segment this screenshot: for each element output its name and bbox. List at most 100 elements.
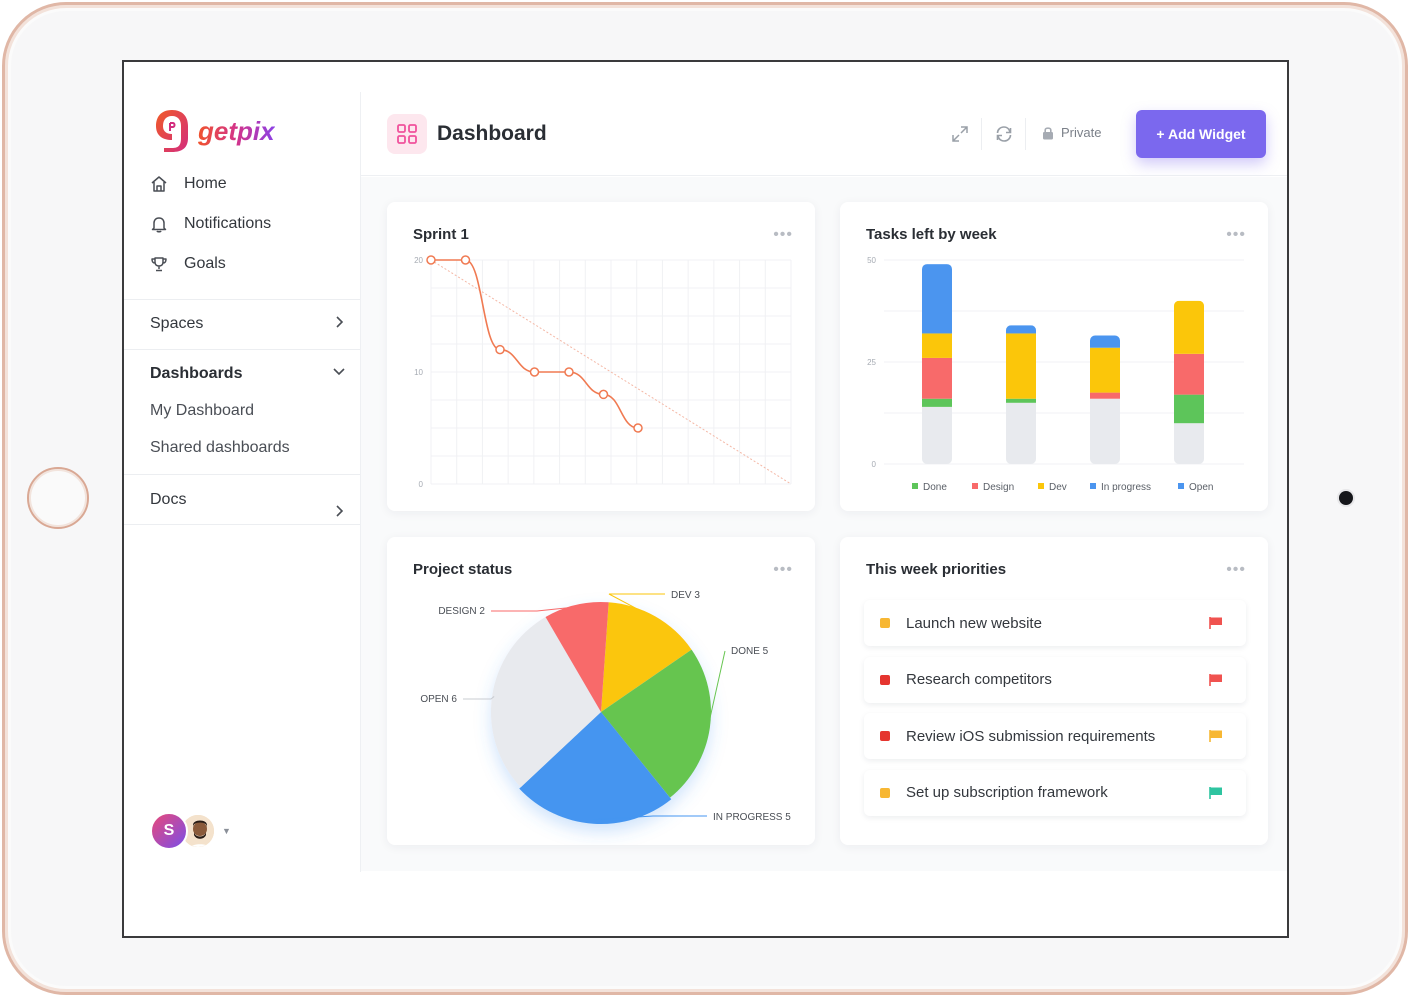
widget-sprint[interactable]: Sprint 1 ••• 20 10 0 [387,202,815,511]
legend-label: In progress [1101,482,1151,493]
pie-slice [491,617,601,788]
legend-swatch [912,483,918,489]
y-tick-label: 0 [872,460,877,469]
legend-label: Design [983,482,1014,493]
expand-icon[interactable] [949,123,971,145]
widget-project-status[interactable]: Project status ••• DEV 3 DONE 5 IN PROGRES… [387,537,815,845]
app-screen: getpix Home Notifications Goals Spaces [122,60,1289,938]
legend-swatch [1178,483,1184,489]
user-menu[interactable]: S ▼ [150,812,231,850]
pie-slice [601,649,711,798]
brand-logo[interactable]: getpix [154,106,275,156]
bar-segment-in-progress [922,264,952,334]
pie-leader-line [608,593,665,619]
priority-label: Set up subscription framework [906,784,1108,801]
more-options-icon[interactable]: ••• [1226,561,1246,578]
flag-icon[interactable] [1208,673,1224,687]
stacked-bar [1090,335,1120,464]
data-point [529,367,540,377]
priority-status-dot [880,731,890,741]
more-options-icon[interactable]: ••• [1226,226,1246,243]
header-separator [981,118,982,150]
nav-notifications[interactable]: Notifications [148,212,271,236]
home-button[interactable] [27,467,89,529]
logo-icon [154,108,190,154]
bar-segment-in-progress [1006,325,1036,334]
sidebar-divider [360,92,361,872]
pie-leader-line [463,696,495,700]
widget-tasks-by-week[interactable]: Tasks left by week ••• 50 25 0 Done Design De… [840,202,1268,511]
bar-segment-done [1174,394,1204,424]
lock-icon [1041,126,1055,140]
camera-lens [1339,491,1353,505]
sidebar-divider-2 [124,349,360,350]
trophy-icon [148,253,170,275]
widget-priorities[interactable]: This week priorities ••• Launch new webs… [840,537,1268,845]
pie-slice-label: DESIGN 2 [438,606,485,617]
flag-icon[interactable] [1208,616,1224,630]
legend-label: Open [1189,482,1213,493]
stacked-bar [922,264,952,464]
workspace-avatar: S [150,812,188,850]
y-tick-label: 50 [867,256,876,265]
sidebar-item-shared-dashboards[interactable]: Shared dashboards [150,439,290,456]
bar-segment-dev [1006,333,1036,399]
sidebar-section-spaces[interactable]: Spaces [150,312,346,336]
data-point [495,344,505,355]
priority-item[interactable]: Launch new website [864,600,1246,646]
more-options-icon[interactable]: ••• [773,561,793,578]
priority-item[interactable]: Review iOS submission requirements [864,713,1246,759]
ideal-burndown-line [430,259,792,485]
pie-slice-label: DEV 3 [671,590,700,601]
pie-slice [601,602,692,712]
nav-goals-label: Goals [184,255,226,272]
priority-item[interactable]: Research competitors [864,656,1246,703]
legend-swatch [972,483,978,489]
nav-goals[interactable]: Goals [148,252,226,276]
docs-label: Docs [150,491,187,508]
nav-home-label: Home [184,175,227,192]
flag-icon[interactable] [1208,786,1224,800]
data-point [564,367,574,377]
pie-slice-label: IN PROGRESS 5 [713,812,791,823]
bar-segment-in-progress [1090,335,1120,348]
legend-label: Done [923,482,947,493]
nav-home[interactable]: Home [148,172,227,196]
page-title: Dashboard [437,122,547,145]
bar-segment-done [922,398,952,407]
caret-down-icon: ▼ [222,826,231,836]
pie-slice-label: DONE 5 [731,646,769,657]
pie-leader-line [707,650,726,728]
data-point [598,389,609,400]
bar-segment-dev [922,333,952,358]
pie-leader-line [593,815,707,821]
legend-label: Dev [1049,482,1067,493]
home-icon [148,173,170,195]
flag-icon[interactable] [1208,729,1224,743]
priority-label: Launch new website [906,614,1042,632]
privacy-toggle[interactable]: Private [1041,125,1101,140]
priority-status-dot [880,618,890,628]
sidebar-divider-1 [124,299,360,300]
legend-swatch [1090,483,1096,489]
priority-label: Research competitors [906,671,1052,688]
refresh-icon[interactable] [993,123,1015,145]
sidebar-section-dashboards[interactable]: Dashboards [150,362,346,386]
add-widget-button[interactable]: + Add Widget [1136,110,1266,158]
sidebar-divider-4 [124,524,360,525]
legend-swatch [1038,483,1044,489]
priority-status-dot [880,674,890,685]
pie-leader-line [491,606,577,612]
dashboard-content: Sprint 1 ••• 20 10 0 Tasks left by week ••… [361,177,1287,871]
brand-name: getpix [198,115,275,146]
sidebar-item-my-dashboard[interactable]: My Dashboard [150,402,255,419]
pie-group [491,602,711,824]
bar-segment-dev [1174,300,1204,354]
bar-segment-open [1006,402,1036,464]
more-options-icon[interactable]: ••• [773,226,793,243]
priority-item[interactable]: Set up subscription framework [864,769,1246,816]
bar-segment-open [1090,398,1120,464]
priority-label: Review iOS submission requirements [906,727,1156,745]
bar-segment-dev [1090,347,1120,393]
sidebar-section-docs[interactable]: Docs [150,488,346,517]
